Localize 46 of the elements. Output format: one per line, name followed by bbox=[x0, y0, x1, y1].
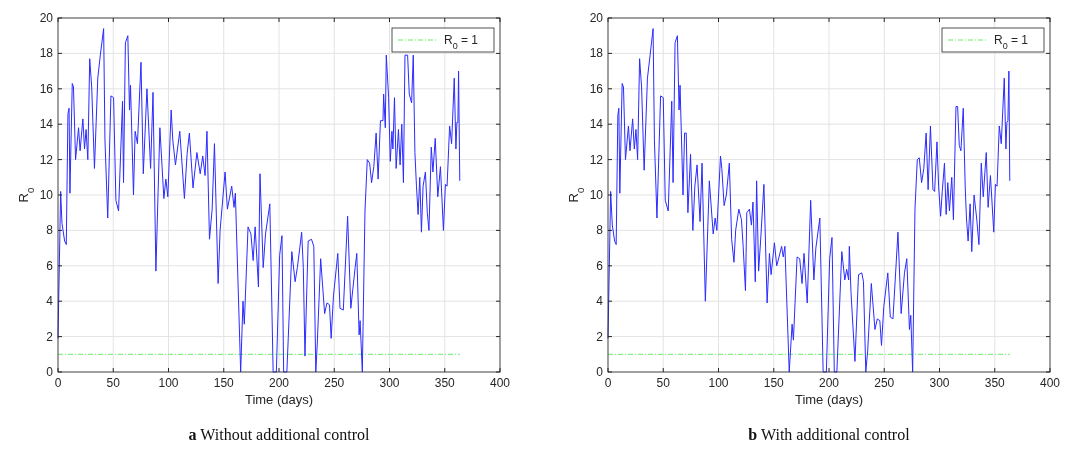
text: b With additional control bbox=[748, 426, 911, 443]
y-tick-label: 20 bbox=[589, 11, 604, 25]
y-tick-label: 16 bbox=[39, 81, 54, 96]
x-tick-label: 50 bbox=[106, 376, 121, 390]
y-tick-label: 6 bbox=[46, 258, 54, 273]
y-tick-label: 16 bbox=[589, 81, 604, 96]
y-tick-label: 12 bbox=[39, 152, 54, 167]
y-tick-label: 14 bbox=[589, 117, 604, 132]
y-tick-label: 4 bbox=[46, 294, 54, 309]
legend-label: R$_{0}$ = 1 bbox=[994, 33, 1029, 51]
x-tick-label: 150 bbox=[763, 376, 785, 390]
x-tick-label: 250 bbox=[874, 376, 895, 390]
y-tick-label: 18 bbox=[589, 46, 604, 61]
y-tick-label: 0 bbox=[46, 365, 54, 379]
y-tick-label: 12 bbox=[589, 152, 604, 167]
x-tick-label: 300 bbox=[379, 376, 400, 390]
line-series bbox=[607, 28, 1011, 373]
y-tick-label: 0 bbox=[596, 365, 604, 379]
x-axis-title: Time (days) bbox=[244, 392, 314, 407]
x-tick-label: 350 bbox=[434, 376, 456, 390]
y-tick-label: 10 bbox=[39, 188, 54, 202]
y-tick-label: 20 bbox=[39, 11, 54, 25]
x-tick-label: 150 bbox=[213, 376, 235, 390]
y-tick-label: 2 bbox=[596, 329, 604, 344]
y-tick-label: 6 bbox=[596, 258, 604, 273]
y-tick-label: 8 bbox=[46, 223, 54, 238]
y-tick-label: 14 bbox=[39, 117, 54, 132]
legend-label: R$_{0}$ = 1 bbox=[444, 33, 479, 51]
x-tick-label: 350 bbox=[984, 376, 1006, 390]
y-tick-label: 8 bbox=[596, 223, 604, 238]
x-tick-label: 50 bbox=[656, 376, 671, 390]
y-tick-label: 10 bbox=[589, 188, 604, 202]
x-tick-label: 100 bbox=[708, 376, 729, 390]
x-tick-label: 400 bbox=[1039, 376, 1061, 390]
x-tick-label: 250 bbox=[324, 376, 345, 390]
x-tick-label: 200 bbox=[818, 376, 840, 390]
text: a Without additional control bbox=[188, 426, 370, 443]
x-axis-title: Time (days) bbox=[794, 392, 864, 407]
x-tick-label: 200 bbox=[268, 376, 290, 390]
y-tick-label: 4 bbox=[596, 294, 604, 309]
y-tick-label: 2 bbox=[46, 329, 54, 344]
x-tick-label: 300 bbox=[929, 376, 950, 390]
x-tick-label: 100 bbox=[158, 376, 179, 390]
y-tick-label: 18 bbox=[39, 46, 54, 61]
line-series bbox=[57, 28, 461, 373]
x-tick-label: 400 bbox=[489, 376, 511, 390]
